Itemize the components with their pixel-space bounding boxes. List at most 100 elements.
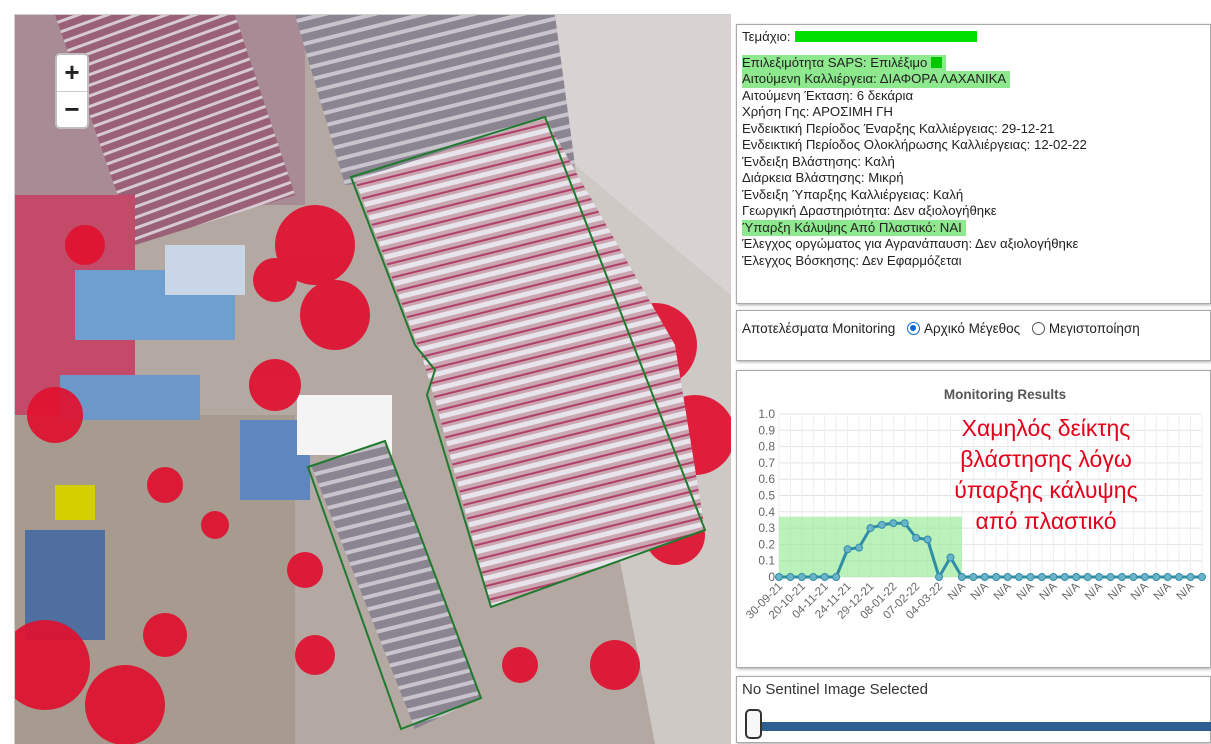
info-row-text: Έλεγχος οργώματος για Αγρανάπαυση: Δεν α… <box>742 236 1079 251</box>
data-point <box>923 535 932 544</box>
radio-maximize[interactable] <box>1031 322 1045 335</box>
data-point <box>1152 573 1161 581</box>
data-point <box>912 533 921 542</box>
monitoring-chart-panel: Monitoring Results 1.0 0.9 0.8 0.7 0.6 0.5 0.4 0… <box>736 370 1211 668</box>
info-row-text: Χρήση Γης: ΑΡΟΣΙΜΗ ΓΗ <box>742 104 893 119</box>
y-tick-label: 0.4 <box>758 505 775 519</box>
data-point <box>1060 573 1069 581</box>
info-row: Χρήση Γης: ΑΡΟΣΙΜΗ ΓΗ <box>742 104 1210 121</box>
data-point <box>1140 573 1149 581</box>
info-row-text: Ένδειξη Ύπαρξης Καλλιέργειας: Καλή <box>742 186 964 202</box>
info-row: Έλεγχος Βόσκησης: Δεν Εφαρμόζεται <box>742 253 1210 270</box>
note-line-2: βλάστησης λόγω <box>960 446 1132 472</box>
y-tick-label: 0.9 <box>758 423 775 437</box>
parcel-outline-secondary <box>306 439 483 731</box>
data-point <box>1083 573 1092 581</box>
info-row: Ενδεικτική Περίοδος Ολοκλήρωσης Καλλιέργ… <box>742 137 1210 154</box>
info-row: Ύπαρξη Κάλυψης Από Πλαστικό: ΝΑΙ <box>742 219 1210 236</box>
y-tick-label: 0.3 <box>758 521 775 535</box>
eligibility-marker <box>931 56 943 68</box>
image-slider-handle[interactable] <box>745 709 762 739</box>
info-row-text: Γεωργική Δραστηριότητα: Δεν αξιολογήθηκε <box>742 203 997 218</box>
data-point <box>1106 573 1115 581</box>
y-tick-label: 0.2 <box>758 537 775 551</box>
x-tick-label: N/A <box>992 580 1014 602</box>
info-row-text: Διάρκεια Βλάστησης: Μικρή <box>742 170 904 185</box>
data-point <box>946 553 955 562</box>
data-point <box>832 573 841 581</box>
data-point <box>900 519 909 528</box>
data-point <box>1186 573 1195 581</box>
x-tick-label: N/A <box>1060 580 1082 602</box>
info-row: Γεωργική Δραστηριότητα: Δεν αξιολογήθηκε <box>742 203 1210 220</box>
annotation-note: Χαμηλός δείκτης βλάστησης λόγω ύπαρξης κ… <box>921 413 1171 537</box>
data-point <box>980 573 989 581</box>
info-row: Έλεγχος οργώματος για Αγρανάπαυση: Δεν α… <box>742 236 1210 253</box>
data-point <box>1198 573 1206 581</box>
satellite-imagery <box>15 15 731 744</box>
y-tick-label: 0.5 <box>758 489 775 503</box>
info-row-text: Επιλεξιμότητα SAPS: Επιλέξιμο <box>742 54 947 71</box>
data-point <box>1015 573 1024 581</box>
parcel-attributes: Επιλεξιμότητα SAPS: Επιλέξιμο Αιτούμενη Κ… <box>742 54 1210 270</box>
data-point <box>1129 573 1138 581</box>
radio-maximize-label[interactable]: Μεγιστοποίηση <box>1048 321 1140 336</box>
x-tick-label: N/A <box>1129 580 1151 602</box>
monitoring-chart: Monitoring Results 1.0 0.9 0.8 0.7 0.6 0.5 0.4 0… <box>744 387 1206 622</box>
image-slider-track[interactable] <box>755 722 1211 731</box>
parcel-id-redacted <box>794 31 977 42</box>
parcel-outline <box>349 115 707 609</box>
parcel-label: Τεμάχιο: <box>742 29 791 44</box>
y-tick-label: 1.0 <box>758 407 775 421</box>
parcel-info-panel: Τεμάχιο: Επιλεξιμότητα SAPS: Επιλέξιμο Αι… <box>736 24 1211 304</box>
radio-original-size-label[interactable]: Αρχικό Μέγεθος <box>923 321 1021 336</box>
y-tick-label: 0.7 <box>758 456 775 470</box>
y-tick-label: 0.1 <box>758 554 775 568</box>
info-row: Αιτούμενη Καλλιέργεια: ΔΙΑΦΟΡΑ ΛΑΧΑΝΙΚΑ <box>742 71 1210 88</box>
data-point <box>1026 573 1035 581</box>
info-row: Επιλεξιμότητα SAPS: Επιλέξιμο <box>742 54 1210 71</box>
note-line-4: από πλαστικό <box>975 508 1117 534</box>
info-row: Διάρκεια Βλάστησης: Μικρή <box>742 170 1210 187</box>
data-point <box>1175 573 1184 581</box>
parcel-id-row: Τεμάχιο: <box>742 29 1210 46</box>
info-row-text: Ενδεικτική Περίοδος Έναρξης Καλλιέργειας… <box>742 120 1055 136</box>
info-row: Ένδειξη Ύπαρξης Καλλιέργειας: Καλή <box>742 187 1210 204</box>
data-point <box>992 573 1001 581</box>
data-point <box>1049 573 1058 581</box>
monitoring-label: Αποτελέσματα Monitoring <box>742 321 896 336</box>
data-point <box>935 573 944 581</box>
radio-original-size[interactable] <box>906 322 920 335</box>
data-point <box>786 573 795 581</box>
info-row-text: Αιτούμενη Έκταση: 6 δεκάρια <box>742 87 914 103</box>
data-point <box>855 543 864 552</box>
info-row-text: Ύπαρξη Κάλυψης Από Πλαστικό: ΝΑΙ <box>742 219 966 236</box>
info-row-text: Ενδεικτική Περίοδος Ολοκλήρωσης Καλλιέργ… <box>742 137 1087 152</box>
info-row: Αιτούμενη Έκταση: 6 δεκάρια <box>742 88 1210 105</box>
data-point <box>957 573 966 581</box>
sentinel-title: No Sentinel Image Selected <box>742 681 928 698</box>
sentinel-panel: No Sentinel Image Selected <box>736 676 1211 743</box>
zoom-control: + − <box>55 53 89 129</box>
zoom-out-button[interactable]: − <box>57 91 87 127</box>
x-tick-label: N/A <box>1106 580 1128 602</box>
monitoring-options: Αποτελέσματα Monitoring Αρχικό Μέγεθος Μ… <box>736 310 1211 361</box>
x-tick-label: N/A <box>1175 580 1197 602</box>
data-point <box>1003 573 1012 581</box>
x-tick-label: N/A <box>1015 580 1037 602</box>
info-row-text: Έλεγχος Βόσκησης: Δεν Εφαρμόζεται <box>742 252 962 268</box>
zoom-in-button[interactable]: + <box>64 57 80 87</box>
info-row: Ενδεικτική Περίοδος Έναρξης Καλλιέργειας… <box>742 121 1210 138</box>
note-line-1: Χαμηλός δείκτης <box>961 415 1131 441</box>
map-view[interactable]: + − <box>14 14 731 744</box>
data-point <box>866 524 875 533</box>
data-point <box>820 573 829 581</box>
x-tick-label: N/A <box>969 580 991 602</box>
y-tick-label: 0 <box>768 570 775 584</box>
data-point <box>889 519 898 528</box>
data-point <box>1163 573 1172 581</box>
x-tick-label: N/A <box>1152 580 1174 602</box>
info-row-text: Αιτούμενη Καλλιέργεια: ΔΙΑΦΟΡΑ ΛΑΧΑΝΙΚΑ <box>742 71 1011 88</box>
chart-title: Monitoring Results <box>944 387 1066 402</box>
y-tick-label: 0.6 <box>758 472 775 486</box>
